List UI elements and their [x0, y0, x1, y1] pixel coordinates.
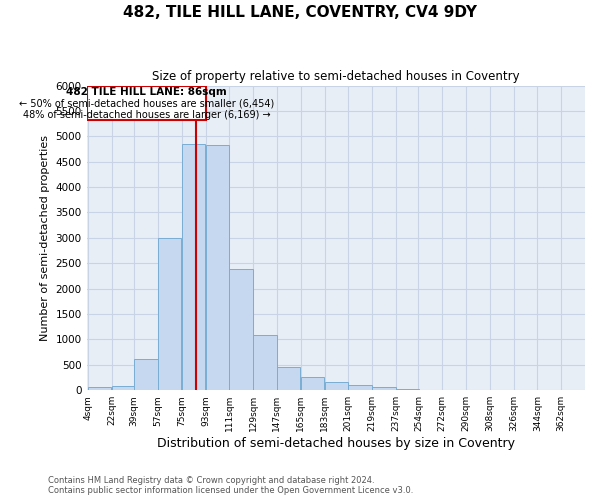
Bar: [206, 146, 229, 390]
Title: Size of property relative to semi-detached houses in Coventry: Size of property relative to semi-detach…: [152, 70, 520, 83]
Y-axis label: Number of semi-detached properties: Number of semi-detached properties: [40, 135, 50, 341]
Bar: [158, 238, 181, 390]
Text: 482, TILE HILL LANE, COVENTRY, CV4 9DY: 482, TILE HILL LANE, COVENTRY, CV4 9DY: [123, 5, 477, 20]
Bar: [277, 368, 301, 390]
Text: 482 TILE HILL LANE: 86sqm: 482 TILE HILL LANE: 86sqm: [66, 86, 227, 97]
Bar: [112, 386, 135, 390]
Bar: [396, 388, 419, 390]
X-axis label: Distribution of semi-detached houses by size in Coventry: Distribution of semi-detached houses by …: [157, 437, 515, 450]
Bar: [88, 386, 111, 390]
Bar: [182, 144, 205, 390]
Bar: [349, 385, 372, 390]
Bar: [229, 270, 253, 390]
Bar: [301, 377, 324, 390]
Bar: [134, 358, 158, 390]
Bar: [325, 382, 348, 390]
Bar: [87, 86, 206, 120]
Bar: [372, 386, 395, 390]
Text: 48% of semi-detached houses are larger (6,169) →: 48% of semi-detached houses are larger (…: [23, 110, 271, 120]
Text: Contains HM Land Registry data © Crown copyright and database right 2024.
Contai: Contains HM Land Registry data © Crown c…: [48, 476, 413, 495]
Text: ← 50% of semi-detached houses are smaller (6,454): ← 50% of semi-detached houses are smalle…: [19, 98, 274, 108]
Bar: [253, 336, 277, 390]
